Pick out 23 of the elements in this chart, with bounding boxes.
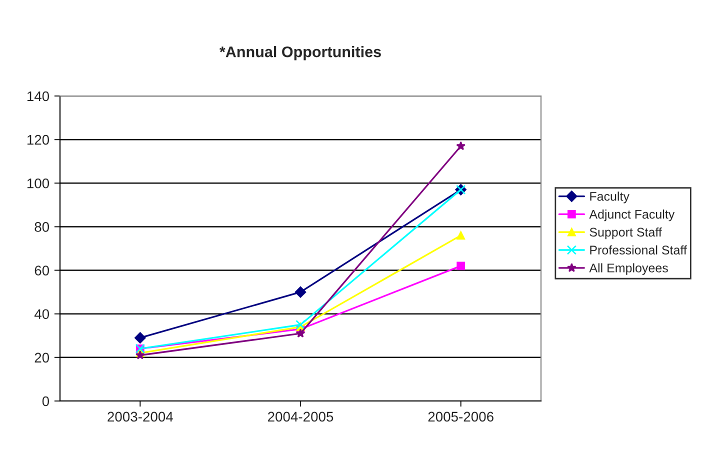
y-tick-label: 80 [34, 222, 50, 232]
point [134, 332, 146, 344]
point [294, 286, 306, 298]
y-tick-label: 120 [27, 134, 50, 145]
legend-label: Professional Staff [590, 245, 687, 255]
legend-label: Adjunct Faculty [589, 210, 675, 222]
point [456, 262, 465, 270]
y-tick-label: 100 [27, 178, 50, 188]
legend-label: Faculty [590, 192, 630, 204]
y-tick-label: 0 [42, 396, 50, 406]
y-tick-label: 20 [34, 352, 50, 363]
point [456, 141, 466, 150]
y-tick-label: 60 [34, 266, 50, 276]
y-tick-label: 140 [27, 91, 50, 102]
y-tick-label: 40 [34, 309, 50, 320]
x-tick-label: 2003-2004 [108, 412, 173, 422]
point [456, 231, 465, 240]
x-tick-label: 2005-2006 [428, 412, 494, 422]
chart-title: *Annual Opportunities [219, 46, 381, 60]
x-tick-label: 2004-2005 [268, 412, 334, 422]
legend-label: All Employees [589, 263, 668, 275]
point [296, 328, 306, 338]
legend-label: Support Staff [590, 227, 662, 240]
